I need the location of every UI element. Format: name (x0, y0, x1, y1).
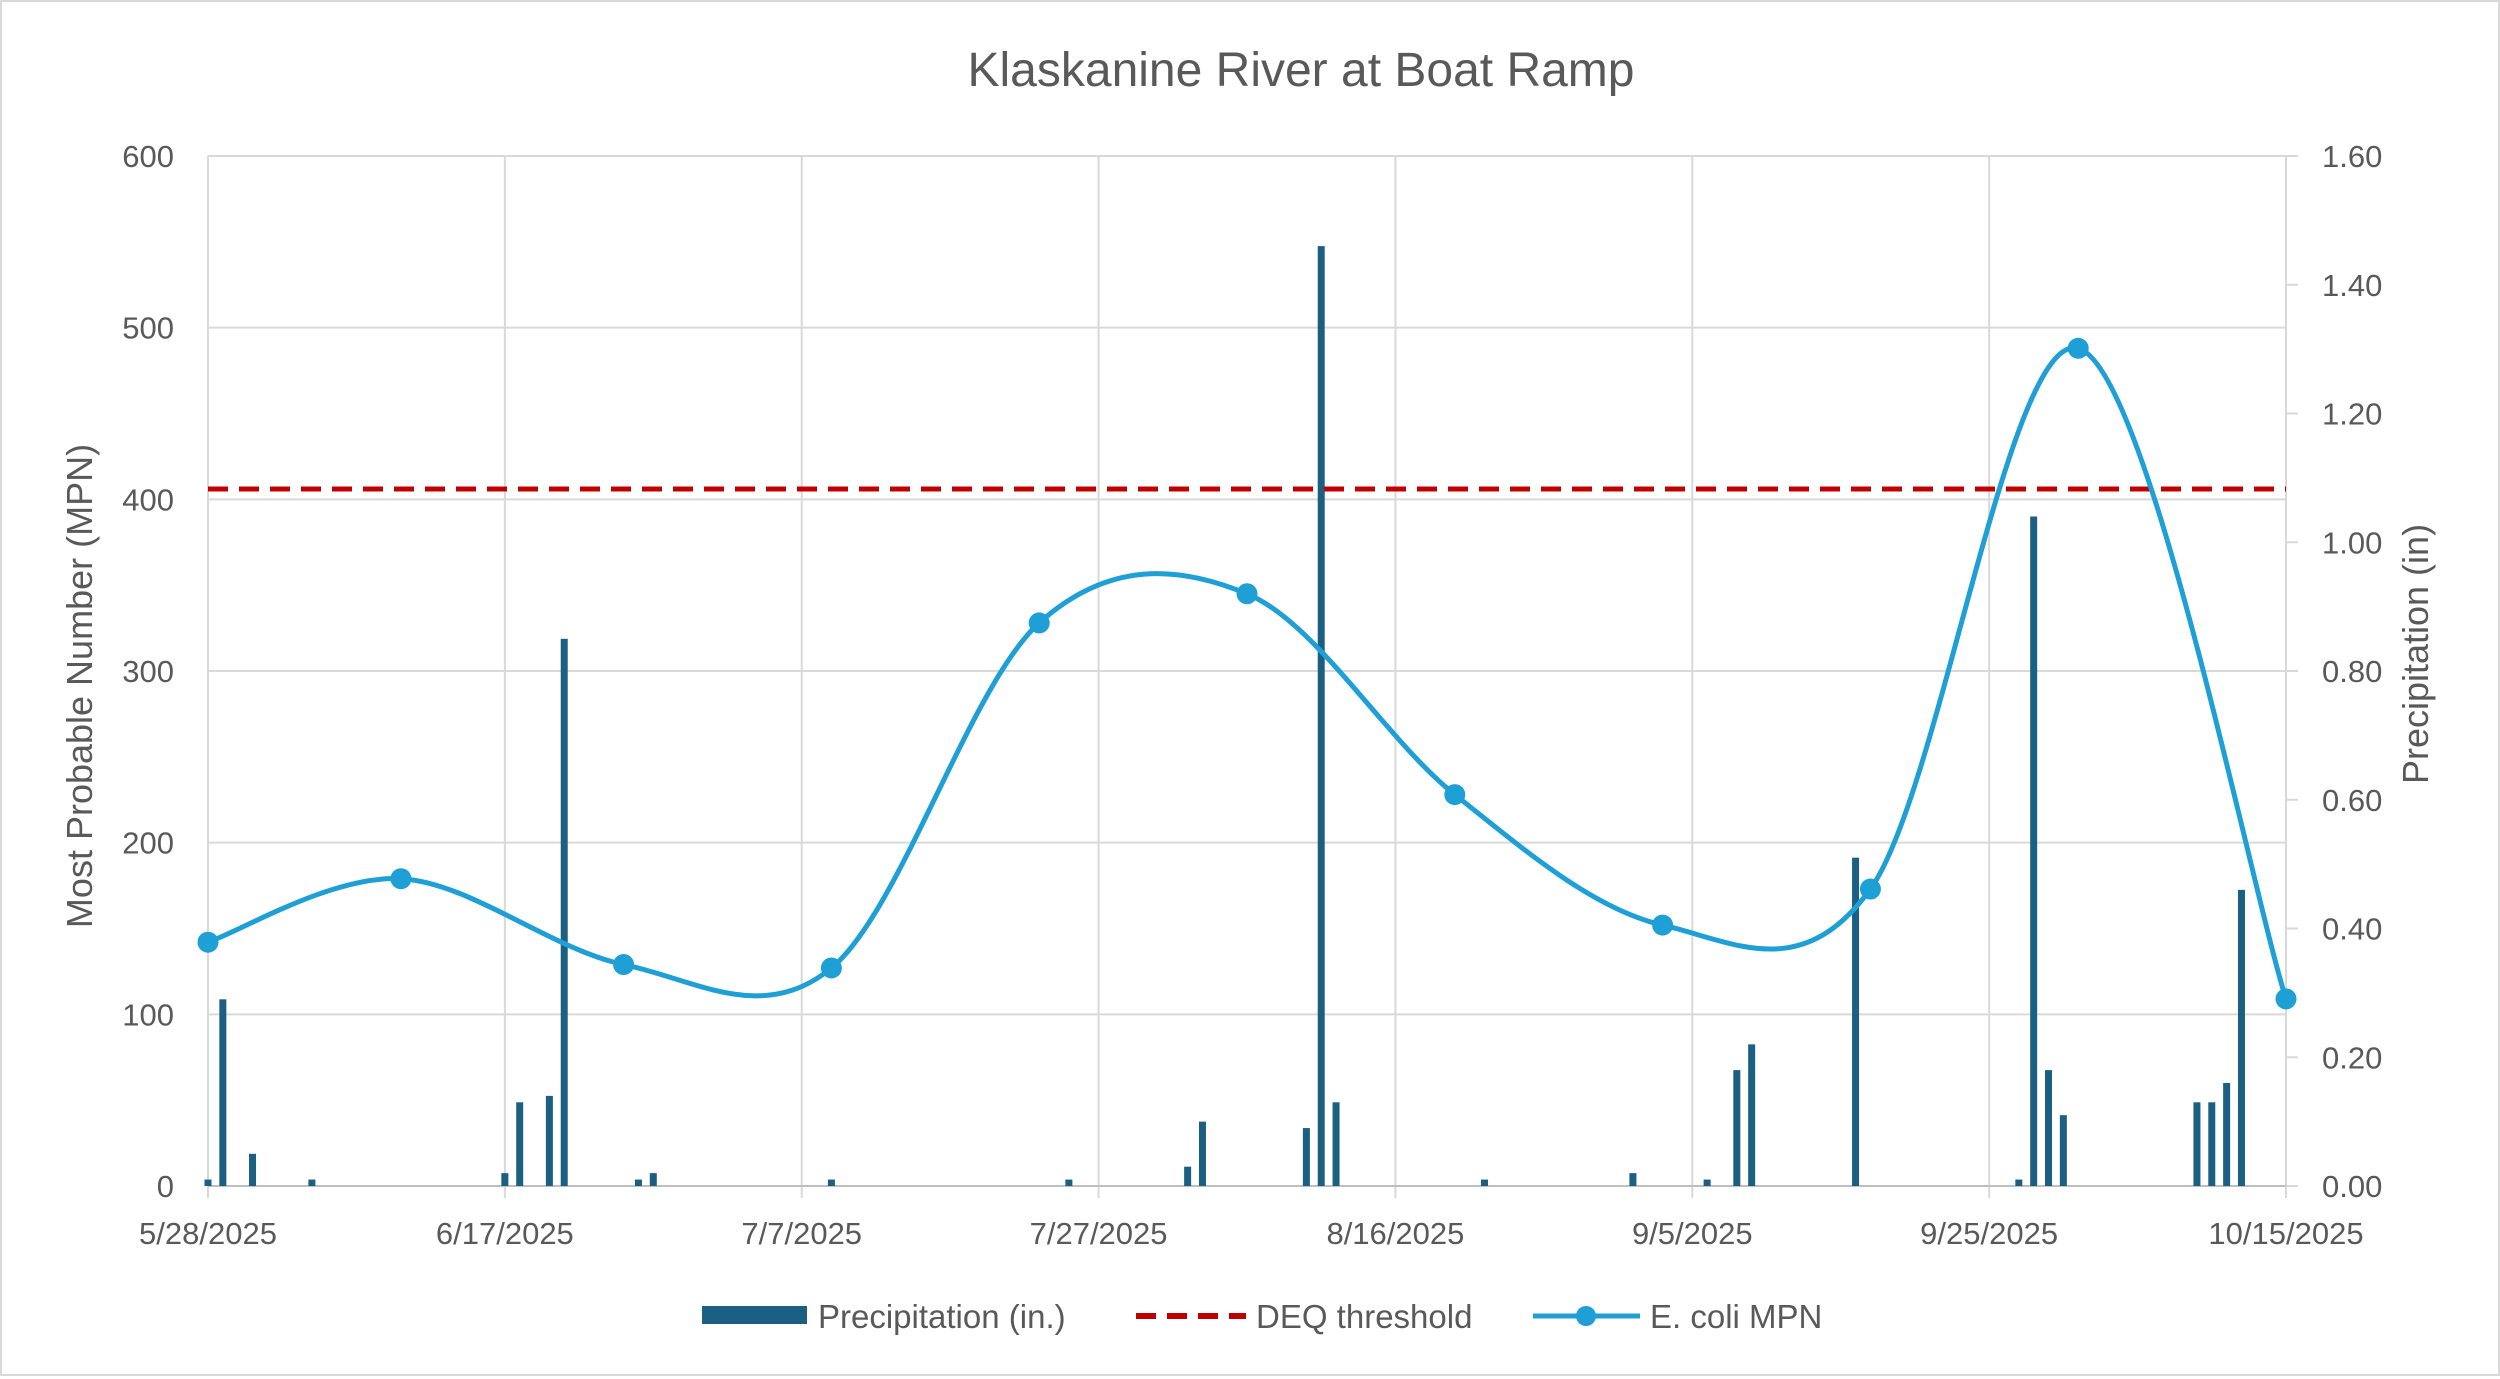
precipitation-bar (1748, 1044, 1756, 1186)
y-left-tick-label: 600 (122, 139, 174, 174)
legend: Precipitation (in.) DEQ threshold E. col… (702, 1298, 1822, 1335)
precipitation-bar (2030, 516, 2038, 1186)
chart-title: Klaskanine River at Boat Ramp (968, 44, 1635, 97)
x-tick-label: 9/5/2025 (1632, 1216, 1753, 1251)
precipitation-bar (1733, 1070, 1741, 1186)
legend-label-ecoli: E. coli MPN (1650, 1298, 1822, 1335)
tick-labels: 0 100 200 300 400 500 600 0.00 0.20 0.40 0.60 0.80 1… (122, 139, 2382, 1251)
y-right-tick-label: 1.00 (2322, 525, 2382, 560)
precipitation-bar (545, 1095, 553, 1186)
y-right-tick-label: 1.20 (2322, 397, 2382, 432)
precipitation-bar (1184, 1166, 1192, 1186)
y-right-tick-label: 0.20 (2322, 1040, 2382, 1075)
precipitation-bar (2237, 889, 2245, 1186)
y-right-tick-label: 0.60 (2322, 783, 2382, 818)
legend-swatch-precipitation (702, 1306, 807, 1324)
x-tick-label: 7/27/2025 (1030, 1216, 1168, 1251)
precipitation-bar (2223, 1083, 2231, 1186)
precipitation-bar (1852, 857, 1860, 1186)
precipitation-bar (2045, 1070, 2053, 1186)
y-right-tick-label: 1.40 (2322, 268, 2382, 303)
precipitation-bar (2015, 1179, 2023, 1186)
ecoli-line (207, 345, 2289, 1000)
precipitation-bar (1332, 1102, 1340, 1186)
precipitation-bar (1629, 1173, 1637, 1186)
ecoli-marker (820, 957, 842, 979)
precipitation-bar (2193, 1102, 2201, 1186)
x-tick-label: 10/15/2025 (2208, 1216, 2363, 1251)
precipitation-bar (634, 1179, 642, 1186)
ecoli-marker (613, 954, 635, 976)
y-right-tick-label: 0.80 (2322, 654, 2382, 689)
y-right-tick-label: 0.40 (2322, 912, 2382, 947)
precipitation-bar (1317, 246, 1325, 1186)
x-tick-label: 6/17/2025 (436, 1216, 574, 1251)
precipitation-bar (1065, 1179, 1073, 1186)
precipitation-bar (649, 1173, 657, 1186)
y-left-tick-label: 400 (122, 482, 174, 517)
axes-layer (207, 155, 2298, 1198)
legend-marker-ecoli (1576, 1306, 1596, 1326)
y-left-tick-label: 300 (122, 654, 174, 689)
y-left-tick-label: 500 (122, 311, 174, 346)
precipitation-bar (1198, 1121, 1206, 1186)
ecoli-marker (1859, 878, 1881, 900)
x-tick-label: 5/28/2025 (139, 1216, 277, 1251)
ecoli-marker (390, 868, 412, 890)
y-left-tick-label: 100 (122, 997, 174, 1032)
ecoli-marker (197, 931, 219, 953)
legend-label-threshold: DEQ threshold (1256, 1298, 1472, 1335)
precipitation-bar (204, 1179, 212, 1186)
ecoli-marker (1028, 612, 1050, 634)
ecoli-marker (1444, 784, 1466, 806)
ecoli-marker (1236, 583, 1258, 605)
x-tick-label: 8/16/2025 (1326, 1216, 1464, 1251)
legend-label-precipitation: Precipitation (in.) (818, 1298, 1066, 1335)
ecoli-line-layer (197, 337, 2297, 1010)
x-tick-label: 7/7/2025 (741, 1216, 862, 1251)
precipitation-bar (308, 1179, 316, 1186)
y-axis-left-label: Most Probable Number (MPN) (59, 444, 100, 928)
ecoli-marker (2275, 988, 2297, 1010)
x-tick-label: 9/25/2025 (1920, 1216, 2058, 1251)
ecoli-marker (2067, 337, 2089, 359)
precipitation-bar (516, 1102, 524, 1186)
precipitation-bars (204, 246, 2245, 1186)
precipitation-bar (219, 999, 227, 1186)
y-left-tick-label: 0 (157, 1169, 174, 1204)
precipitation-bar (1302, 1128, 1310, 1186)
precipitation-bar (2059, 1115, 2067, 1186)
grid-layer (207, 155, 2287, 1187)
y-right-tick-label: 0.00 (2322, 1169, 2382, 1204)
precipitation-bar (501, 1173, 509, 1186)
y-left-tick-label: 200 (122, 826, 174, 861)
precipitation-bar (560, 638, 568, 1186)
precipitation-bar (1703, 1179, 1711, 1186)
precipitation-bar (2208, 1102, 2216, 1186)
precipitation-bar (1480, 1179, 1488, 1186)
ecoli-marker (1652, 914, 1674, 936)
precipitation-bar (249, 1153, 257, 1186)
y-axis-right-label: Precipitation (in) (2395, 524, 2436, 784)
y-right-tick-label: 1.60 (2322, 139, 2382, 174)
precipitation-bar (827, 1179, 835, 1186)
